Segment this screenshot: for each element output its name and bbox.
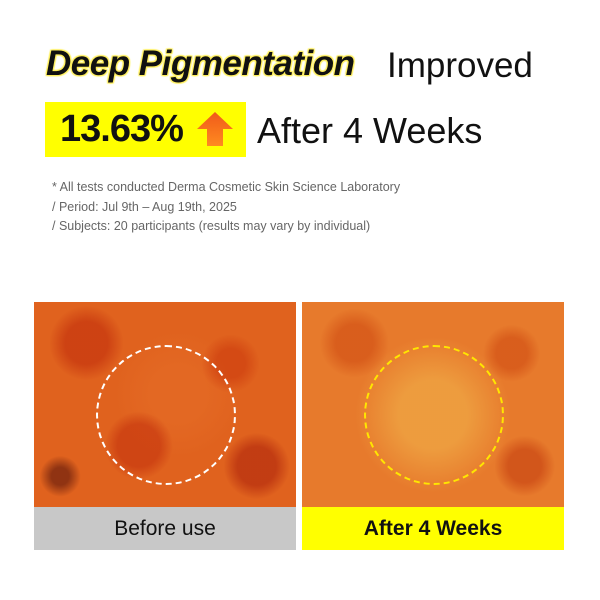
improvement-percent: 13.63% [60,108,184,150]
note-lab: * All tests conducted Derma Cosmetic Ski… [52,180,401,194]
focus-circle [364,345,504,485]
headline-highlight: Deep Pigmentation [46,44,355,83]
before-label: Before use [34,507,296,550]
period-text: After 4 Weeks [257,110,483,151]
before-skin-photo [34,302,296,507]
after-label: After 4 Weeks [302,507,564,550]
after-skin-photo [302,302,564,507]
arrow-up-icon [197,112,233,146]
focus-circle [96,345,236,485]
note-subjects: / Subjects: 20 participants (results may… [52,219,371,233]
note-period: / Period: Jul 9th – Aug 19th, 2025 [52,200,237,214]
headline-rest: Improved [387,46,533,85]
